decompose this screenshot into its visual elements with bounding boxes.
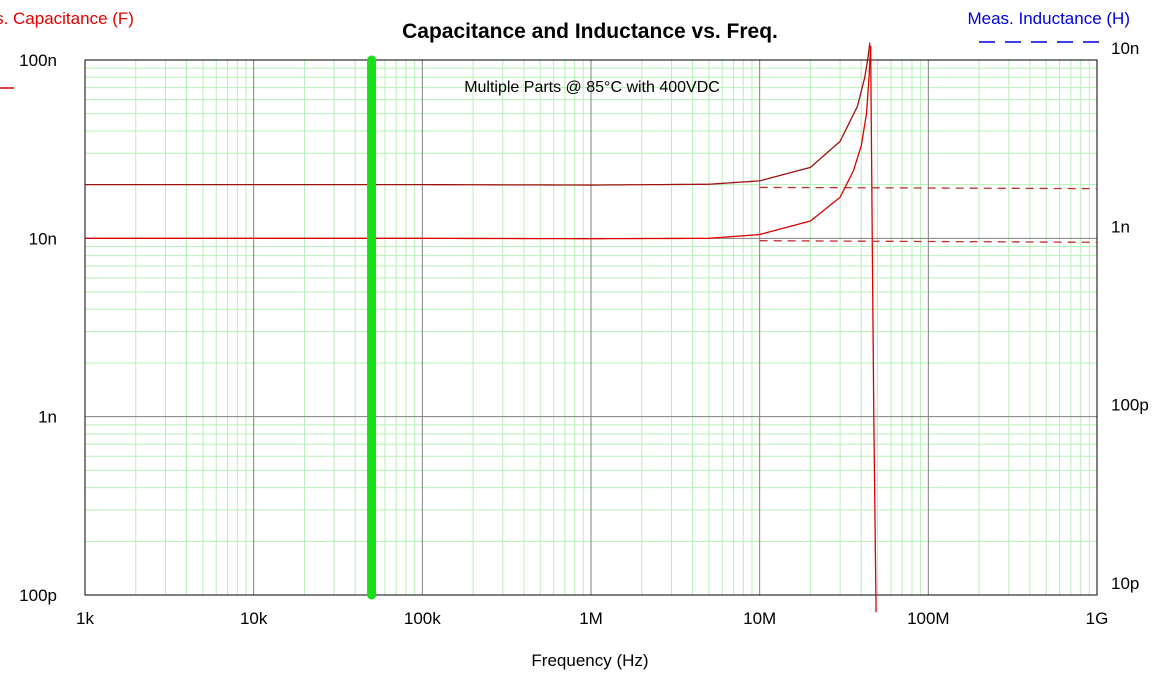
y-right-tick-label: 10n [1111, 39, 1139, 58]
major-grid [85, 60, 1097, 595]
x-tick-label: 1G [1086, 609, 1109, 628]
x-axis-label: Frequency (Hz) [531, 651, 648, 670]
y-right-tick-label: 10p [1111, 574, 1139, 593]
y-left-tick-label: 100p [19, 586, 57, 605]
x-tick-label: 100k [404, 609, 441, 628]
x-tick-label: 10k [240, 609, 268, 628]
x-tick-label: 1M [579, 609, 603, 628]
left-axis-label: Meas. Capacitance (F) [0, 9, 134, 28]
x-tick-label: 100M [907, 609, 950, 628]
y-left-tick-label: 100n [19, 51, 57, 70]
right-axis-label: Meas. Inductance (H) [967, 9, 1130, 28]
y-left-tick-label: 1n [38, 408, 57, 427]
x-tick-label: 10M [743, 609, 776, 628]
y-left-tick-label: 10n [29, 229, 57, 248]
y-right-tick-label: 1n [1111, 217, 1130, 236]
x-tick-label: 1k [76, 609, 94, 628]
chart-subtitle: Multiple Parts @ 85°C with 400VDC [464, 79, 720, 96]
chart-title: Capacitance and Inductance vs. Freq. [402, 20, 778, 43]
y-right-tick-label: 100p [1111, 396, 1149, 415]
